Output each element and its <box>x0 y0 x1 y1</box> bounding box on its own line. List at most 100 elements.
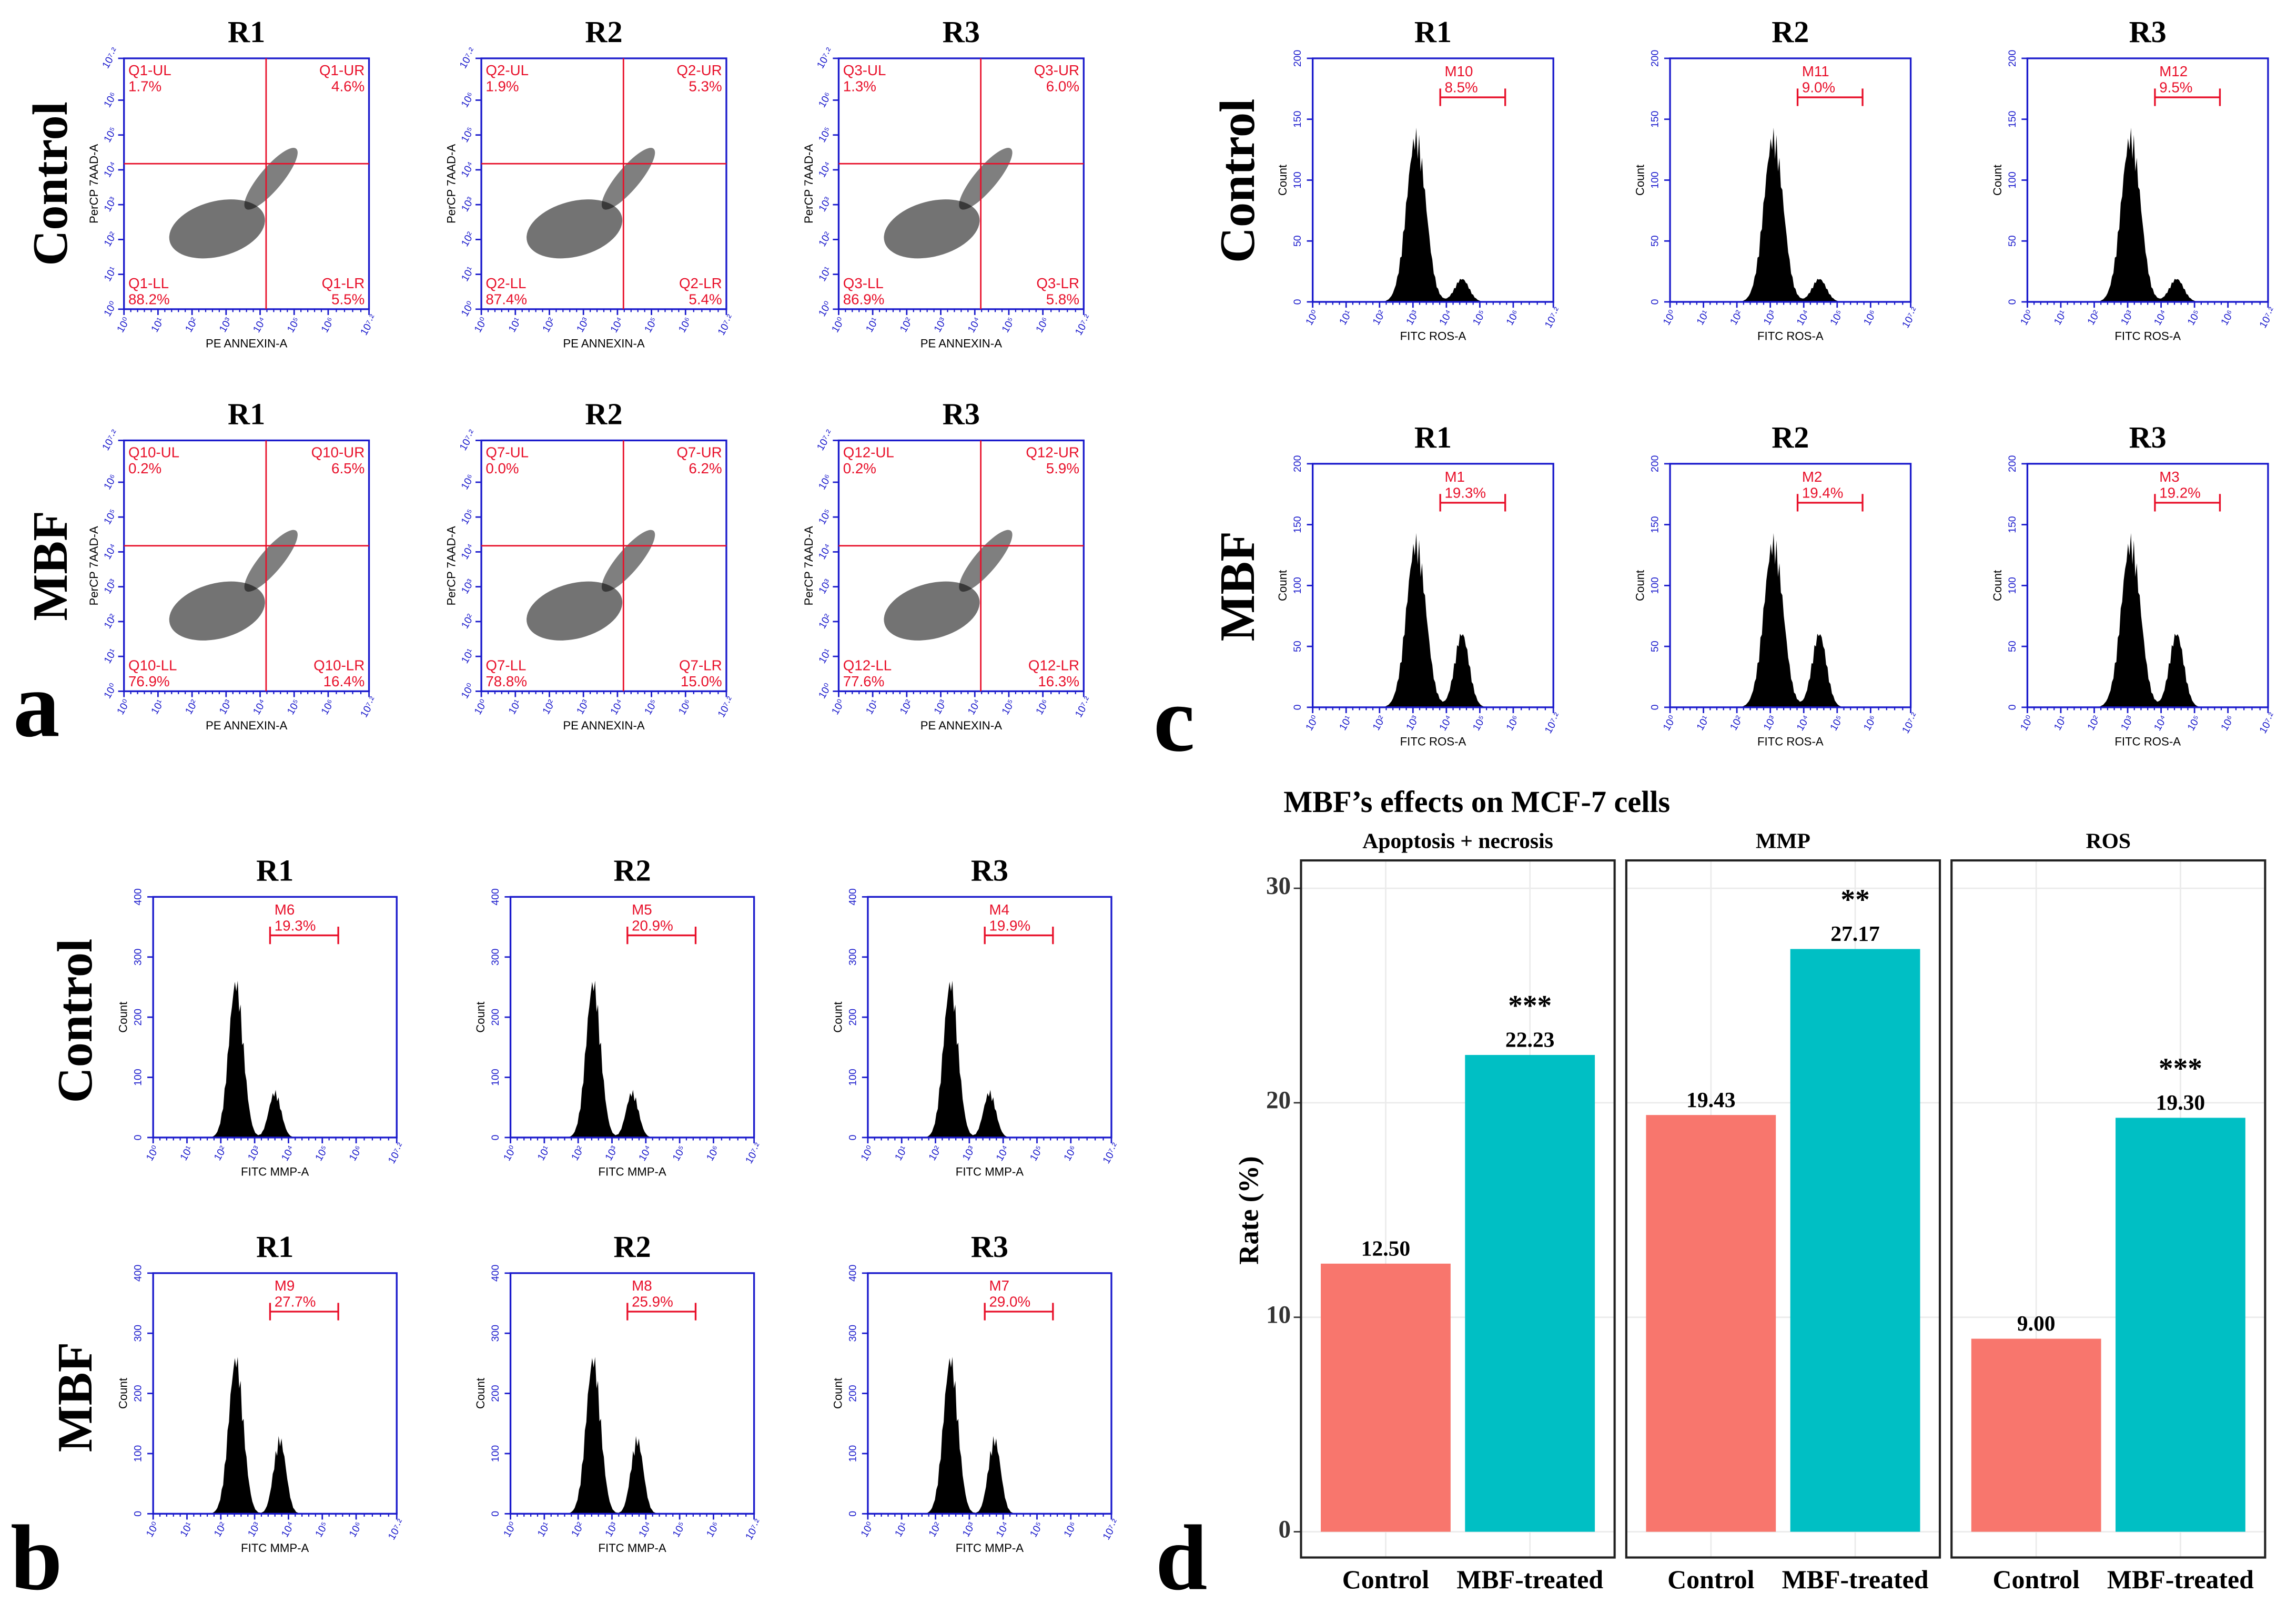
y-tick-label: 400 <box>847 888 858 906</box>
x-tick-label: MBF-treated <box>1782 1565 1929 1594</box>
y-tick-label: 400 <box>490 888 501 906</box>
quadrant-name: Q2-LL <box>485 275 526 291</box>
gate-value: 9.5% <box>2159 79 2192 96</box>
gate-name: M9 <box>275 1277 295 1294</box>
y-tick-label: 0 <box>2007 704 2018 710</box>
quadrant-name: Q10-LL <box>128 657 177 674</box>
y-tick-label: 0 <box>490 1134 501 1140</box>
y-tick-label: 200 <box>2007 50 2018 67</box>
y-tick-label: 0 <box>1292 299 1303 304</box>
y-tick-label: 200 <box>847 1385 858 1402</box>
y-tick-label: 0 <box>847 1134 858 1140</box>
y-tick-label: 300 <box>133 948 144 966</box>
quadrant-name: Q1-UR <box>319 62 365 78</box>
bar <box>1646 1115 1776 1532</box>
y-tick-label: 100 <box>1292 577 1303 594</box>
facet-title: MMP <box>1756 828 1810 852</box>
y-tick-label: 300 <box>847 1325 858 1342</box>
cell-cloud <box>884 581 980 641</box>
x-axis-label: FITC MMP-A <box>241 1541 309 1555</box>
gate-name: M2 <box>1802 469 1823 485</box>
plot-title: R3 <box>943 15 980 49</box>
x-axis-label: FITC ROS-A <box>1400 735 1466 748</box>
gate-value: 19.2% <box>2159 485 2201 501</box>
quadrant-value: 88.2% <box>128 291 170 308</box>
y-tick-label: 0 <box>133 1134 144 1140</box>
gate-value: 25.9% <box>632 1294 673 1310</box>
plot-title: R3 <box>943 397 980 431</box>
y-axis-label: PerCP 7AAD-A <box>802 526 815 605</box>
quadrant-value: 4.6% <box>331 78 365 95</box>
gate-value: 19.3% <box>275 917 316 933</box>
significance: *** <box>1508 989 1552 1021</box>
quadrant-value: 5.9% <box>1046 460 1079 476</box>
histogram-shape <box>2027 127 2268 302</box>
panel-letter: c <box>1153 668 1195 771</box>
row-label: Control <box>1210 99 1265 263</box>
y-tick-label: 150 <box>2007 516 2018 533</box>
quadrant-value: 5.8% <box>1046 291 1079 308</box>
y-tick-label: 300 <box>847 948 858 966</box>
histogram-shape <box>1312 533 1554 707</box>
histogram-shape <box>867 1357 1111 1514</box>
gate-name: M11 <box>1802 63 1829 79</box>
gate-marker <box>1439 88 1506 106</box>
x-axis-label: FITC ROS-A <box>2114 329 2181 342</box>
gate-marker <box>626 1303 697 1321</box>
y-tick-label: 50 <box>1649 641 1661 652</box>
quadrant-name: Q12-UR <box>1026 444 1079 461</box>
cell-cloud <box>527 199 623 259</box>
row-label: Control <box>23 102 78 266</box>
plot-title: R1 <box>1414 15 1452 49</box>
quadrant-value: 6.0% <box>1046 78 1079 95</box>
facet-frame <box>1300 859 1616 1559</box>
y-tick-label: 0 <box>490 1511 501 1517</box>
gate-marker <box>269 1303 339 1321</box>
panel-letter: b <box>11 1507 63 1610</box>
quadrant-name: Q3-UL <box>843 62 886 78</box>
plot-title: R3 <box>2129 420 2167 454</box>
x-tick-label: MBF-treated <box>2107 1565 2254 1594</box>
quadrant-value: 15.0% <box>681 673 722 689</box>
significance: ** <box>1840 883 1869 915</box>
plot-title: R2 <box>1772 420 1809 454</box>
value-label: 27.17 <box>1830 921 1880 946</box>
gate-value: 19.9% <box>989 917 1031 933</box>
y-axis-label: Count <box>117 1378 130 1409</box>
plot-title: R2 <box>1772 15 1809 49</box>
y-tick-label: 150 <box>1649 516 1661 533</box>
y-tick-label: 200 <box>847 1009 858 1026</box>
gate-value: 27.7% <box>275 1294 316 1310</box>
gate-name: M10 <box>1444 63 1473 79</box>
y-tick-label: 100 <box>2007 577 2018 594</box>
x-axis-label: FITC MMP-A <box>598 1541 666 1555</box>
y-tick-label: 200 <box>1292 50 1303 67</box>
quadrant-name: Q10-LR <box>313 657 365 674</box>
gate-name: M1 <box>1444 469 1465 485</box>
quadrant-value: 1.3% <box>843 78 876 95</box>
x-axis-label: FITC MMP-A <box>598 1165 666 1178</box>
chart-title: MBF’s effects on MCF-7 cells <box>1283 785 1670 819</box>
quadrant-name: Q7-LR <box>679 657 722 674</box>
value-label: 19.43 <box>1686 1088 1736 1112</box>
bar <box>1790 949 1920 1532</box>
quadrant-value: 77.6% <box>843 673 885 689</box>
cell-cloud <box>169 199 265 259</box>
quadrant-value: 0.2% <box>843 460 876 476</box>
x-axis-label: FITC MMP-A <box>956 1165 1024 1178</box>
quadrant-value: 76.9% <box>128 673 170 689</box>
quadrant-value: 86.9% <box>843 291 885 308</box>
panel-letter: a <box>13 653 60 756</box>
quadrant-name: Q7-UL <box>485 444 529 461</box>
y-axis-label: Count <box>831 1378 844 1409</box>
row-label: MBF <box>48 1342 103 1452</box>
quadrant-value: 6.2% <box>689 460 722 476</box>
quadrant-value: 5.5% <box>331 291 365 308</box>
gate-name: M12 <box>2159 63 2188 79</box>
plot-title: R1 <box>228 15 265 49</box>
bar <box>2116 1118 2245 1532</box>
plot-title: R1 <box>256 1230 294 1264</box>
y-tick-label: 30 <box>1266 872 1291 900</box>
y-tick-label: 300 <box>133 1325 144 1342</box>
